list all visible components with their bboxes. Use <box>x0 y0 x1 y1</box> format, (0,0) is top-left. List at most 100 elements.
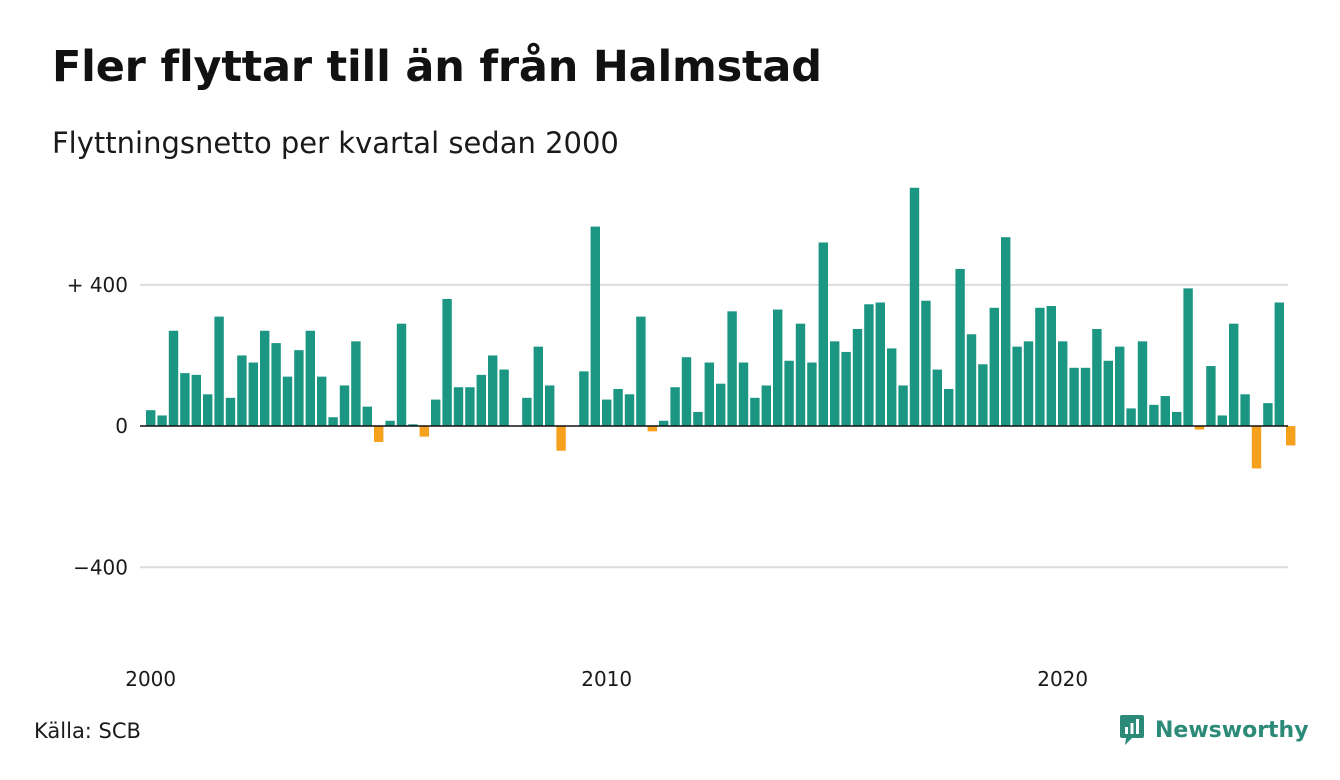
bar-positive <box>841 351 851 427</box>
bar-positive <box>442 298 452 427</box>
bar-positive <box>317 376 327 427</box>
y-tick-label: −400 <box>73 555 128 579</box>
bar-positive <box>328 417 338 427</box>
bar-positive <box>339 385 350 427</box>
bar-positive <box>1012 346 1022 427</box>
bar-positive <box>875 302 885 427</box>
bar-negative <box>1251 426 1262 469</box>
bar-positive <box>1229 323 1239 427</box>
bar-positive <box>396 323 407 427</box>
bar-positive <box>795 323 806 427</box>
bar-positive <box>1080 367 1091 427</box>
bar-positive <box>693 411 703 427</box>
bar-positive <box>248 362 258 427</box>
bar-positive <box>271 343 281 427</box>
bar-positive <box>944 388 954 427</box>
x-tick-label: 2010 <box>581 667 632 691</box>
bar-positive <box>351 341 361 427</box>
bar-positive <box>465 387 475 427</box>
bar-positive <box>294 350 304 427</box>
bar-positive <box>1217 415 1227 427</box>
bar-positive <box>180 373 190 427</box>
bar-positive <box>214 316 224 427</box>
bar-positive <box>966 334 977 427</box>
bar-positive <box>852 328 863 427</box>
bar-positive <box>1206 366 1216 427</box>
chart-subtitle: Flyttningsnetto per kvartal sedan 2000 <box>52 126 619 160</box>
bar-positive <box>488 355 498 427</box>
bar-positive <box>362 406 372 427</box>
bar-positive <box>579 371 589 427</box>
bar-positive <box>1137 341 1148 427</box>
bar-positive <box>989 307 999 427</box>
bar-layer <box>146 187 1296 469</box>
bar-positive <box>738 362 749 427</box>
bar-negative <box>1194 426 1205 430</box>
bar-positive <box>773 309 783 427</box>
x-tick-label: 2020 <box>1037 667 1088 691</box>
bar-positive <box>1149 404 1159 427</box>
bar-positive <box>1035 307 1045 427</box>
bar-positive <box>157 415 167 427</box>
bar-positive <box>1103 360 1113 427</box>
bar-positive <box>499 369 509 427</box>
bar-positive <box>818 242 828 427</box>
bar-positive <box>305 330 315 427</box>
bar-positive <box>830 341 840 427</box>
bar-positive <box>203 394 213 427</box>
bar-positive <box>1115 346 1125 427</box>
bar-positive <box>1046 306 1056 427</box>
bar-negative <box>556 426 566 451</box>
bar-positive <box>761 385 771 427</box>
y-tick-label: 0 <box>115 414 128 438</box>
bar-positive <box>590 226 600 427</box>
source-label: Källa: SCB <box>34 719 141 743</box>
bar-positive <box>1058 341 1068 427</box>
bar-positive <box>1126 408 1136 427</box>
bar-positive <box>1069 367 1079 427</box>
bar-positive <box>887 348 897 427</box>
brand-name: Newsworthy <box>1155 717 1309 743</box>
newsworthy-logo-icon <box>1120 715 1144 745</box>
bar-positive <box>168 330 179 427</box>
x-tick-label: 2000 <box>125 667 176 691</box>
bar-positive <box>704 362 714 427</box>
grid-layer <box>140 283 1288 569</box>
bar-positive <box>476 374 486 427</box>
bar-positive <box>978 364 988 427</box>
bar-positive <box>1023 341 1034 427</box>
bar-positive <box>955 268 965 427</box>
bar-positive <box>146 410 156 427</box>
chart-title: Fler flyttar till än från Halmstad <box>52 42 822 92</box>
bar-positive <box>921 300 931 427</box>
bar-positive <box>1160 396 1170 427</box>
bar-positive <box>784 360 794 427</box>
bar-positive <box>602 399 612 427</box>
bar-positive <box>408 424 418 427</box>
bar-positive <box>659 420 669 427</box>
bar-positive <box>807 362 817 427</box>
bar-positive <box>864 304 874 427</box>
bar-positive <box>1092 328 1102 427</box>
y-tick-label: + 400 <box>67 273 128 297</box>
bar-negative <box>647 426 657 432</box>
bar-positive <box>1001 237 1011 427</box>
bar-positive <box>624 394 635 427</box>
bar-positive <box>636 316 646 427</box>
bar-positive <box>282 376 293 427</box>
bar-negative <box>1286 426 1296 446</box>
bar-positive <box>431 399 441 427</box>
bar-positive <box>613 388 623 427</box>
bar-negative <box>419 426 429 437</box>
bar-positive <box>1263 403 1273 427</box>
bar-positive <box>898 385 908 427</box>
brand-logo: Newsworthy <box>1118 714 1309 746</box>
bar-positive <box>545 385 555 427</box>
bar-positive <box>716 383 726 427</box>
bar-positive <box>385 420 395 427</box>
bar-positive <box>909 187 920 427</box>
bar-positive <box>727 311 737 427</box>
bar-negative <box>374 426 384 442</box>
bar-positive <box>932 369 942 427</box>
